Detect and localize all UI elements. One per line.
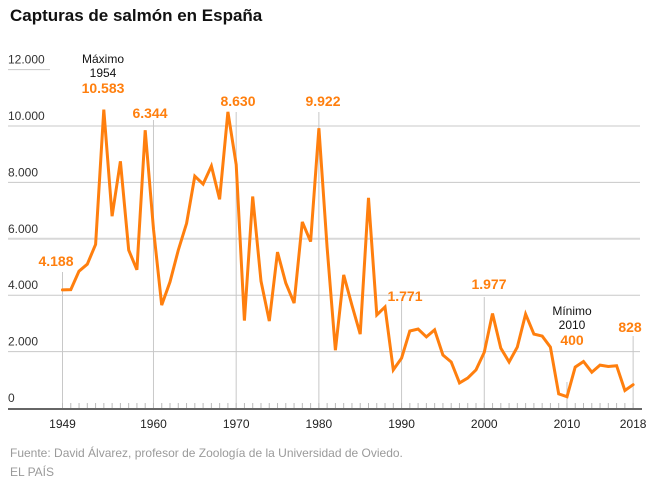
- x-axis: 1949 1960 1970 1980 1990 2000 2010 2018: [8, 403, 647, 431]
- annotation-value: 8.630: [220, 93, 255, 109]
- y-tick-label: 10.000: [8, 109, 45, 123]
- brand-label: EL PAÍS: [10, 465, 55, 479]
- annotation-note: Máximo: [82, 52, 124, 66]
- annotation-value: 828: [618, 319, 642, 335]
- annotation-value: 1.977: [471, 276, 506, 292]
- y-tick-label: 8.000: [8, 165, 38, 179]
- x-tick-label: 1980: [306, 417, 333, 431]
- annotation-value: 400: [560, 332, 584, 348]
- x-tick-label: 2000: [471, 417, 498, 431]
- x-tick-label: 1970: [223, 417, 250, 431]
- annotation-value: 10.583: [82, 80, 125, 96]
- series-line-capturas: [61, 109, 635, 399]
- y-tick-label: 2.000: [8, 335, 38, 349]
- source-note: Fuente: David Álvarez, profesor de Zoolo…: [10, 446, 403, 460]
- y-tick-label: 4.000: [8, 278, 38, 292]
- annotation-value: 1.771: [387, 288, 422, 304]
- x-tick-label: 1990: [388, 417, 415, 431]
- annotation-value: 4.188: [38, 253, 73, 269]
- y-axis-labels: 2.000 4.000 6.000 8.000 10.000 12.000 0: [8, 53, 45, 405]
- annotation-note: Mínimo: [552, 304, 592, 318]
- chart-title: Capturas de salmón en España: [10, 6, 263, 25]
- y-tick-label: 0: [8, 391, 15, 405]
- annotation-value: 6.344: [132, 105, 167, 121]
- x-tick-label: 1949: [49, 417, 76, 431]
- x-tick-label: 2010: [554, 417, 581, 431]
- x-tick-label: 1960: [140, 417, 167, 431]
- annotation-note: 1954: [90, 66, 117, 80]
- annotation-value: 9.922: [305, 93, 340, 109]
- annotation-note: 2010: [559, 318, 586, 332]
- y-tick-label: 12.000: [8, 53, 45, 67]
- y-tick-label: 6.000: [8, 222, 38, 236]
- x-tick-label: 2018: [620, 417, 647, 431]
- series-layer: [61, 109, 635, 399]
